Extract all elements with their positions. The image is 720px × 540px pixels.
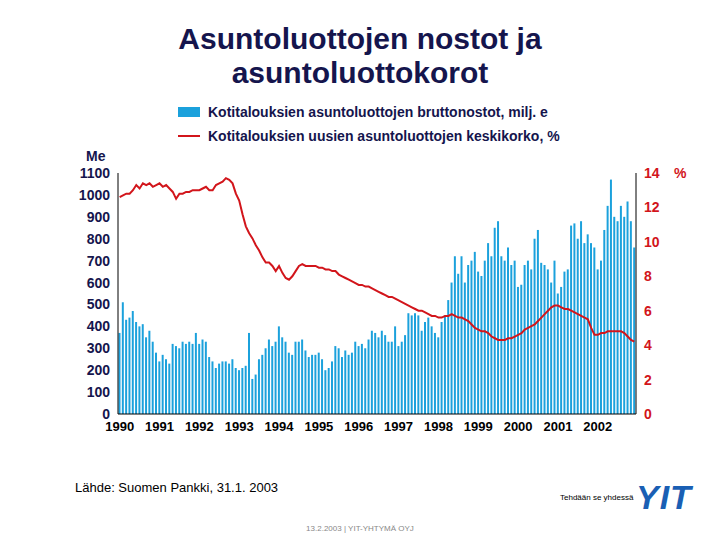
svg-text:1995: 1995: [304, 419, 333, 434]
svg-text:300: 300: [87, 340, 111, 356]
svg-text:900: 900: [87, 209, 111, 225]
svg-text:1991: 1991: [145, 419, 174, 434]
svg-text:700: 700: [87, 253, 111, 269]
svg-text:2002: 2002: [583, 419, 612, 434]
svg-text:500: 500: [87, 296, 111, 312]
svg-text:2001: 2001: [544, 419, 573, 434]
svg-text:100: 100: [87, 384, 111, 400]
svg-text:12: 12: [644, 199, 660, 215]
html-text:13.2.2003 | YIT-YHTYMÄ OYJ: 13.2.2003 | YIT-YHTYMÄ OYJ: [306, 524, 414, 533]
html-text:Me: Me: [86, 148, 106, 164]
svg-text:0: 0: [102, 406, 110, 422]
html-text:Kotitalouksien uusien asuntolu: Kotitalouksien uusien asuntoluottojen ke…: [208, 128, 560, 144]
svg-text:1999: 1999: [464, 419, 493, 434]
svg-text:200: 200: [87, 362, 111, 378]
svg-text:10: 10: [644, 234, 660, 250]
svg-text:400: 400: [87, 318, 111, 334]
html-text:YIT: YIT: [636, 478, 692, 516]
html-text:Tehdään se yhdessä: Tehdään se yhdessä: [560, 493, 634, 502]
svg-text:800: 800: [87, 231, 111, 247]
svg-text:1996: 1996: [344, 419, 373, 434]
svg-text:2: 2: [644, 372, 652, 388]
svg-text:8: 8: [644, 268, 652, 284]
svg-text:2000: 2000: [504, 419, 533, 434]
html-text:Asuntoluottojen nostot ja asun: Asuntoluottojen nostot ja asuntoluottoko…: [178, 22, 542, 89]
svg-text:1990: 1990: [105, 419, 135, 435]
svg-text:1994: 1994: [265, 419, 295, 434]
html-text:Lähde: Suomen Pankki, 31.1. 20: Lähde: Suomen Pankki, 31.1. 2003: [75, 480, 279, 495]
svg-text:14: 14: [644, 165, 660, 181]
svg-text:600: 600: [87, 275, 111, 291]
svg-text:0: 0: [644, 406, 652, 422]
svg-text:1100: 1100: [80, 165, 111, 181]
svg-text:6: 6: [644, 303, 652, 319]
svg-text:1992: 1992: [185, 419, 214, 434]
svg-text:1993: 1993: [225, 419, 254, 434]
svg-text:1998: 1998: [424, 419, 453, 434]
html-text:Kotitalouksien asuntoluottojen: Kotitalouksien asuntoluottojen bruttonos…: [208, 104, 548, 120]
svg-text:1000: 1000: [79, 187, 110, 203]
svg-text:4: 4: [644, 337, 652, 353]
svg-text:1997: 1997: [384, 419, 413, 434]
